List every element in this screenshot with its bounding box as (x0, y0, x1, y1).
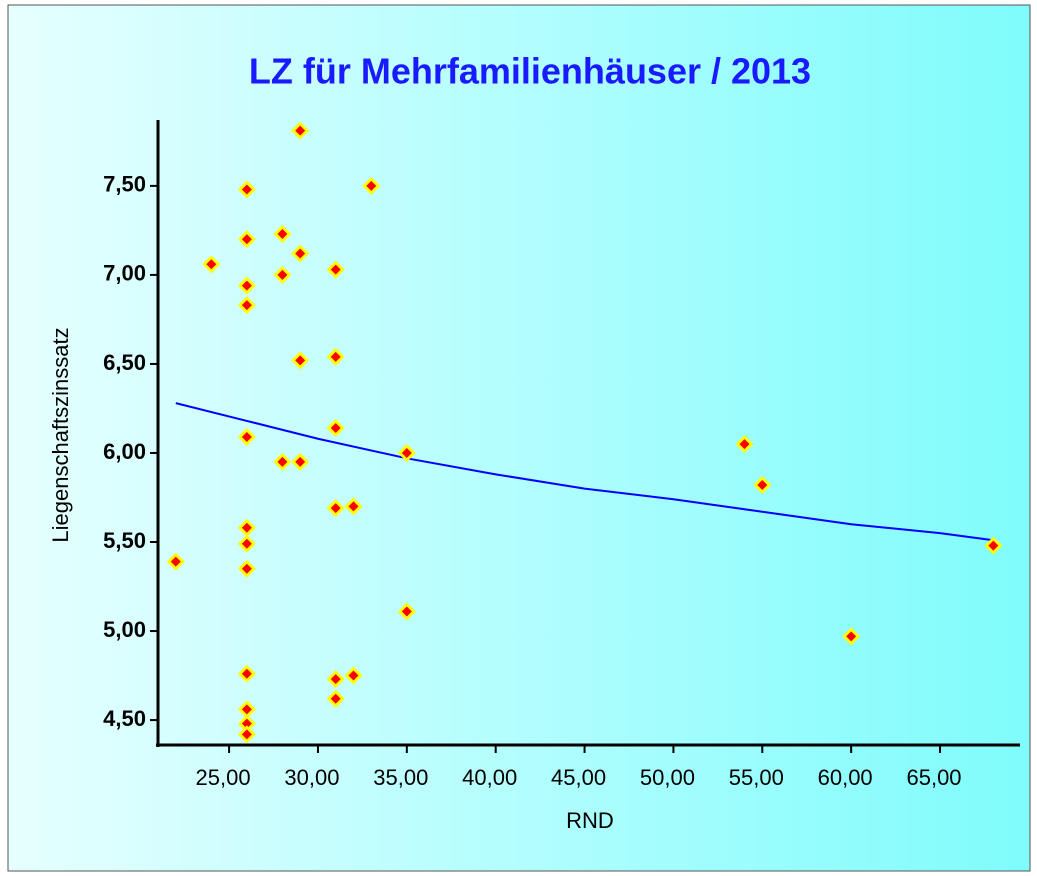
data-point (326, 670, 345, 689)
point-core (348, 501, 359, 512)
x-tick-label: 65,00 (906, 765, 961, 790)
data-point (735, 435, 754, 454)
data-point (344, 666, 363, 685)
data-point (397, 443, 416, 462)
chart-title: LZ für Mehrfamilienhäuser / 2013 (249, 51, 811, 92)
data-point (326, 689, 345, 708)
data-point (237, 559, 256, 578)
point-core (295, 355, 306, 366)
point-core (401, 606, 412, 617)
data-point (291, 452, 310, 471)
point-core (295, 248, 306, 259)
data-point (397, 602, 416, 621)
x-axis-label: RND (566, 808, 614, 833)
point-core (348, 670, 359, 681)
data-point (237, 518, 256, 537)
point-core (241, 668, 252, 679)
point-core (241, 522, 252, 533)
x-tick-label: 50,00 (640, 765, 695, 790)
point-core (241, 563, 252, 574)
point-core (330, 351, 341, 362)
point-core (241, 718, 252, 729)
x-tick-label: 35,00 (373, 765, 428, 790)
point-core (739, 439, 750, 450)
x-tick-label: 55,00 (729, 765, 784, 790)
point-core (366, 180, 377, 191)
y-tick-label: 4,50 (103, 706, 146, 731)
x-tick-label: 25,00 (196, 765, 251, 790)
data-point (326, 419, 345, 438)
data-point (237, 276, 256, 295)
data-point (273, 452, 292, 471)
point-core (330, 693, 341, 704)
point-core (401, 447, 412, 458)
data-point (202, 255, 221, 274)
x-tick-label: 45,00 (551, 765, 606, 790)
point-core (241, 538, 252, 549)
data-point (326, 347, 345, 366)
data-point (291, 121, 310, 140)
y-tick-label: 7,00 (103, 261, 146, 286)
point-core (170, 556, 181, 567)
point-core (241, 729, 252, 740)
data-point (166, 552, 185, 571)
chart-background (7, 4, 1031, 872)
data-point (326, 260, 345, 279)
data-point (984, 536, 1003, 555)
data-point (291, 244, 310, 263)
data-point (237, 427, 256, 446)
point-core (330, 423, 341, 434)
data-point (237, 534, 256, 553)
point-core (988, 540, 999, 551)
point-core (241, 184, 252, 195)
point-core (241, 280, 252, 291)
point-core (330, 264, 341, 275)
y-tick-label: 6,00 (103, 439, 146, 464)
data-point (237, 725, 256, 744)
data-point (273, 265, 292, 284)
y-axis-label: Liegenschaftszinssatz (48, 327, 73, 542)
y-tick-label: 7,50 (103, 172, 146, 197)
y-tick-label: 5,50 (103, 528, 146, 553)
point-core (846, 631, 857, 642)
point-core (330, 674, 341, 685)
data-point (237, 296, 256, 315)
point-core (241, 704, 252, 715)
point-core (277, 228, 288, 239)
point-core (295, 125, 306, 136)
data-point (753, 476, 772, 495)
point-core (295, 456, 306, 467)
data-point (326, 499, 345, 518)
data-point (344, 497, 363, 516)
data-point (362, 176, 381, 195)
y-tick-label: 5,00 (103, 617, 146, 642)
data-point (273, 224, 292, 243)
trend-line (175, 402, 994, 542)
point-core (330, 503, 341, 514)
x-tick-label: 40,00 (462, 765, 517, 790)
data-point (237, 700, 256, 719)
data-point (237, 230, 256, 249)
data-point (237, 714, 256, 733)
point-core (241, 234, 252, 245)
point-core (241, 431, 252, 442)
x-tick-label: 60,00 (818, 765, 873, 790)
data-point (237, 180, 256, 199)
x-tick-label: 30,00 (284, 765, 339, 790)
y-tick-label: 6,50 (103, 350, 146, 375)
data-point (291, 351, 310, 370)
point-core (241, 300, 252, 311)
point-core (277, 456, 288, 467)
point-core (757, 480, 768, 491)
point-core (206, 259, 217, 270)
data-point (842, 627, 861, 646)
data-point (237, 664, 256, 683)
point-core (277, 269, 288, 280)
